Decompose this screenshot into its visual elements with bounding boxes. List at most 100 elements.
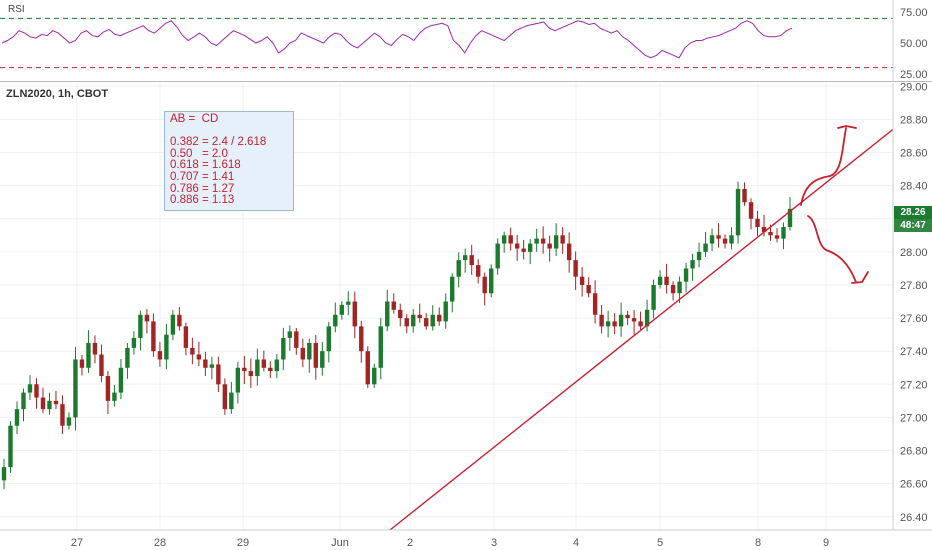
candle-body	[514, 243, 520, 249]
candle-body	[242, 367, 247, 372]
candle-up	[287, 325, 293, 351]
candle-down	[664, 263, 669, 294]
candle-body	[579, 276, 585, 285]
candle-up	[372, 363, 377, 388]
bullish-arrow-drawing	[800, 125, 857, 206]
candle-body	[53, 400, 59, 405]
candle-body	[456, 260, 461, 277]
candle-down	[352, 291, 357, 339]
price-tick-label: 27.00	[900, 412, 928, 424]
candle-body	[391, 301, 396, 310]
fib-row-050: 0.50 = 2.0	[170, 147, 228, 160]
candle-body	[573, 260, 578, 277]
fib-row-0707: 0.707 = 1.41	[170, 170, 235, 183]
candle-down	[579, 267, 585, 297]
time-tick-label: 8	[755, 537, 761, 549]
candle-down	[469, 244, 474, 275]
candle-up	[690, 253, 695, 281]
candle-body	[118, 367, 124, 393]
candle-down	[40, 387, 46, 414]
candle-body	[534, 238, 539, 244]
candle-down	[177, 306, 182, 331]
candle-up	[47, 392, 52, 415]
candle-body	[268, 367, 273, 372]
candle-down	[313, 335, 319, 380]
candle-up	[274, 354, 280, 379]
candle-body	[313, 342, 319, 368]
candle-up	[125, 343, 130, 379]
candle-body	[631, 318, 637, 322]
price-tick-label: 26.80	[900, 446, 928, 458]
candle-body	[488, 268, 494, 294]
candle-body	[79, 359, 85, 368]
candle-body	[787, 208, 793, 228]
time-tick-label: 29	[237, 537, 249, 549]
candle-up	[443, 293, 448, 329]
candle-body	[755, 218, 760, 228]
fib-row-0786: 0.786 = 1.27	[170, 182, 235, 195]
candle-body	[417, 314, 422, 319]
candle-body	[1, 467, 7, 481]
candle-body	[21, 392, 26, 410]
candle-up	[696, 242, 702, 268]
time-tick-label: Jun	[331, 537, 349, 549]
candle-body	[430, 314, 435, 327]
candle-body	[651, 284, 656, 310]
candle-down	[612, 313, 617, 335]
candle-body	[644, 309, 650, 327]
candle-body	[157, 351, 163, 360]
candle-down	[105, 371, 111, 414]
candle-down	[437, 307, 442, 326]
candle-body	[385, 301, 390, 327]
candle-body	[781, 227, 786, 239]
candle-body	[475, 265, 481, 277]
candle-up	[378, 317, 383, 380]
candle-down	[151, 313, 156, 357]
candle-up	[729, 227, 734, 250]
candle-down	[592, 280, 598, 324]
candle-up	[112, 384, 117, 407]
candle-body	[768, 232, 773, 236]
candle-up	[488, 264, 494, 298]
candle-up	[131, 331, 137, 355]
rsi-tick-label: 50.00	[900, 38, 928, 50]
candle-down	[157, 341, 163, 367]
candle-down	[365, 346, 370, 388]
candle-down	[398, 303, 403, 327]
candle-up	[320, 342, 325, 376]
candle-body	[443, 301, 448, 322]
candle-body	[690, 260, 695, 269]
candle-body	[203, 359, 208, 368]
candle-body	[229, 392, 234, 410]
candle-down	[475, 259, 481, 284]
candle-body	[501, 235, 507, 244]
candle-body	[274, 359, 280, 372]
candle-up	[339, 301, 344, 320]
candle-body	[586, 284, 591, 294]
candle-down	[573, 251, 578, 290]
candle-body	[60, 404, 65, 426]
candle-up	[657, 270, 663, 289]
candle-body	[696, 251, 702, 261]
candle-body	[365, 351, 370, 385]
candle-up	[27, 375, 33, 400]
candle-down	[560, 227, 565, 254]
candle-body	[281, 337, 286, 360]
candle-down	[34, 378, 39, 409]
price-tick-label: 28.40	[900, 181, 928, 193]
candle-body	[372, 367, 377, 385]
candle-body	[333, 314, 338, 327]
candle-body	[748, 202, 754, 219]
candle-body	[222, 384, 228, 410]
candle-down	[417, 303, 422, 323]
candle-up	[735, 181, 741, 244]
candle-down	[547, 235, 552, 262]
candle-body	[411, 314, 416, 327]
price-tick-label: 28.80	[900, 114, 928, 126]
candle-body	[216, 364, 221, 385]
rsi-panel: 75.00 50.00 25.00	[0, 0, 932, 82]
candle-body	[144, 314, 150, 322]
candle-body	[742, 188, 747, 203]
candle-down	[404, 314, 409, 334]
candle-down	[294, 327, 299, 355]
